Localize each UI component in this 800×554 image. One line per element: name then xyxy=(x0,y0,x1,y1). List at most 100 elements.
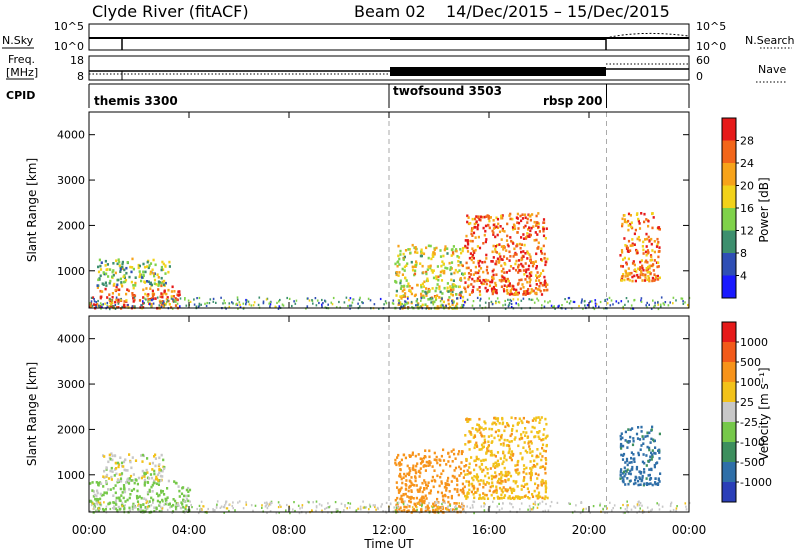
velocity-cell xyxy=(408,467,411,470)
velocity-cell xyxy=(629,428,632,432)
power-cell xyxy=(474,236,477,239)
velocity-cell xyxy=(494,465,498,468)
power-cell xyxy=(206,301,208,305)
power-cell xyxy=(629,222,632,226)
velocity-cell xyxy=(415,464,418,468)
velocity-cell xyxy=(404,500,406,503)
velocity-cell xyxy=(396,505,398,508)
power-cell xyxy=(535,265,538,268)
velocity-cell xyxy=(458,465,461,469)
velocity-cell xyxy=(168,502,171,506)
power-cell xyxy=(529,233,532,237)
power-cell xyxy=(561,304,563,307)
velocity-cell xyxy=(549,505,552,508)
velocity-cell xyxy=(626,500,628,503)
power-cell xyxy=(425,272,428,276)
power-cell xyxy=(501,275,504,279)
power-cell xyxy=(520,299,523,302)
power-cell xyxy=(627,277,630,281)
velocity-cell xyxy=(501,473,504,477)
velocity-cell xyxy=(636,503,639,506)
velocity-cell xyxy=(516,460,519,464)
velocity-cell xyxy=(486,472,489,475)
velocity-cell xyxy=(368,503,371,506)
power-cell xyxy=(640,271,643,275)
velocity-cell xyxy=(636,437,640,440)
velocity-cell xyxy=(544,471,547,475)
velocity-cell xyxy=(579,511,582,515)
power-cell xyxy=(425,270,428,274)
velocity-cell xyxy=(582,507,585,511)
velocity-cell xyxy=(137,508,140,511)
power-cell xyxy=(648,239,651,242)
velocity-cell xyxy=(528,448,531,451)
power-cell xyxy=(448,261,451,265)
velocity-cell xyxy=(145,498,148,502)
velocity-cell xyxy=(688,501,691,505)
velocity-cell xyxy=(419,467,422,470)
power-cell xyxy=(523,243,526,247)
velocity-cell xyxy=(472,478,475,482)
power-cell xyxy=(492,285,495,289)
power-cell xyxy=(150,302,153,306)
velocity-cell xyxy=(536,486,539,490)
power-cell xyxy=(250,304,253,307)
power-cell xyxy=(426,277,429,281)
velocity-cell xyxy=(506,489,509,493)
power-cell xyxy=(142,306,145,309)
velocity-cell xyxy=(413,484,416,487)
velocity-cell xyxy=(461,450,464,453)
power-cell xyxy=(126,261,129,264)
velocity-cell xyxy=(183,494,186,498)
power-cell xyxy=(505,239,509,242)
power-cell xyxy=(464,244,467,248)
velocity-cell xyxy=(397,501,400,504)
power-cell xyxy=(470,232,473,236)
velocity-cell xyxy=(128,496,131,500)
power-cell xyxy=(508,214,511,217)
power-cell xyxy=(397,274,400,277)
velocity-cell xyxy=(641,511,644,514)
velocity-cell xyxy=(444,482,447,485)
power-cell xyxy=(522,290,526,293)
power-cell xyxy=(500,278,504,282)
velocity-cell xyxy=(504,480,507,483)
power-cell xyxy=(496,217,500,221)
velocity-cell xyxy=(440,472,443,476)
power-cell xyxy=(530,226,533,230)
velocity-cell xyxy=(400,486,403,490)
power-cell xyxy=(90,300,93,303)
velocity-cell xyxy=(96,501,99,505)
power-cell xyxy=(521,283,524,286)
velocity-cell xyxy=(445,486,448,490)
velocity-cell xyxy=(187,499,190,503)
power-cell xyxy=(146,265,149,268)
power-cell xyxy=(429,298,433,301)
velocity-cell xyxy=(526,436,529,439)
power-cell xyxy=(471,304,474,307)
power-cell xyxy=(659,303,662,306)
power-cell xyxy=(641,245,644,248)
velocity-cell xyxy=(403,505,406,509)
power-cell xyxy=(651,226,654,230)
power-cell xyxy=(506,285,509,288)
power-cell xyxy=(162,300,165,303)
power-cell xyxy=(215,301,217,304)
velocity-cell xyxy=(490,454,493,457)
velocity-cell xyxy=(468,466,471,469)
velocity-cell xyxy=(498,422,501,425)
velocity-cell xyxy=(471,476,474,480)
velocity-ylabel: Slant Range [km] xyxy=(25,362,39,466)
velocity-cell xyxy=(311,509,313,512)
power-cell xyxy=(627,224,630,227)
velocity-cell xyxy=(526,482,529,486)
power-cell xyxy=(89,302,92,305)
power-cell xyxy=(116,306,119,309)
velocity-cell xyxy=(487,440,490,444)
velocity-cell xyxy=(450,494,453,498)
power-cell xyxy=(441,269,444,273)
velocity-cell xyxy=(529,467,532,470)
velocity-cell xyxy=(96,509,98,512)
velocity-cell xyxy=(399,506,402,509)
power-cell xyxy=(457,260,460,263)
